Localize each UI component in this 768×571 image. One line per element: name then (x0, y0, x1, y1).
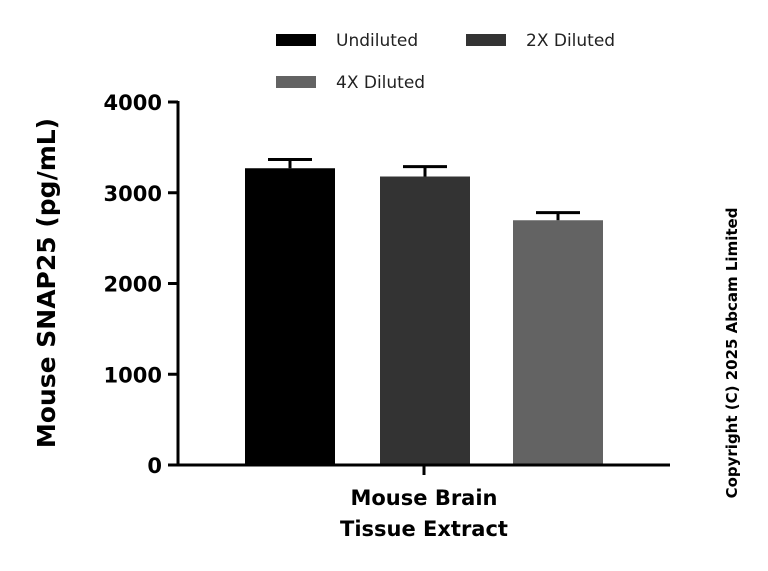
y-tick-label: 3000 (104, 182, 162, 206)
y-tick-label: 0 (147, 454, 162, 478)
legend-swatch (466, 34, 506, 46)
legend-swatch (276, 76, 316, 88)
legend-label: 2X Diluted (526, 31, 615, 51)
bar-undiluted (245, 168, 335, 465)
legend-label: Undiluted (336, 31, 418, 51)
bar-4x-diluted (513, 220, 603, 465)
y-tick-label: 4000 (104, 91, 162, 115)
y-axis-label: Mouse SNAP25 (pg/mL) (32, 118, 61, 448)
x-category-line-1: Mouse Brain (350, 486, 497, 510)
legend-swatch (276, 34, 316, 46)
x-category-line-2: Tissue Extract (340, 517, 508, 541)
copyright-text: Copyright (C) 2025 Abcam Limited (723, 208, 741, 499)
legend-label: 4X Diluted (336, 73, 425, 93)
y-tick-label: 1000 (104, 363, 162, 387)
y-tick-label: 2000 (104, 273, 162, 297)
axes: 0 1000 2000 3000 4000 (104, 91, 670, 478)
bars (245, 157, 603, 466)
bar-2x-diluted (380, 176, 470, 466)
legend: Undiluted 2X Diluted 4X Diluted (276, 31, 615, 93)
